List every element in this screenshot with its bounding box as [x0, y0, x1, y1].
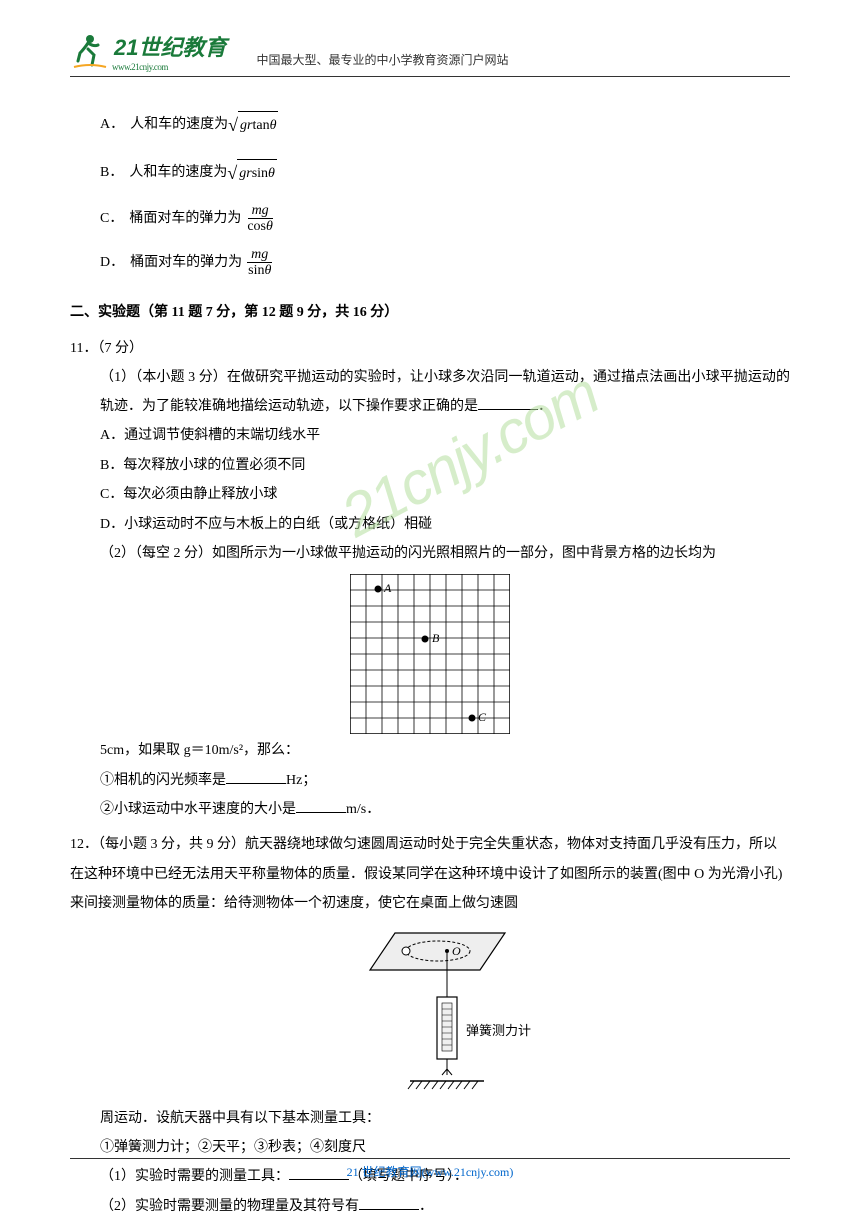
blank-input[interactable]	[226, 770, 286, 784]
formula-body: gr	[240, 118, 252, 133]
option-c-text: 桶面对车的弹力为	[129, 205, 241, 233]
fraction-den-trig: sin	[248, 263, 264, 278]
document-content: A． 人和车的速度为 √grtanθ B． 人和车的速度为 √grsinθ C．…	[70, 107, 790, 1221]
logo: 21世纪教育 www.21cnjy.com	[70, 30, 226, 72]
fraction-numerator: mg	[247, 247, 272, 263]
option-a-label: A．	[100, 111, 124, 139]
formula-body: gr	[239, 166, 251, 181]
q11-sub2-pre: ②小球运动中水平速度的大小是	[100, 802, 296, 817]
period: ．	[538, 399, 552, 414]
fraction-den-var: θ	[266, 219, 273, 234]
option-c: C． 桶面对车的弹力为 mg cosθ	[100, 203, 790, 235]
fraction-numerator: mg	[248, 203, 273, 219]
option-a-text: 人和车的速度为	[130, 111, 228, 139]
formula-sqrt: √grsinθ	[227, 155, 277, 191]
option-d-label: D．	[100, 249, 124, 277]
svg-text:A: A	[383, 581, 392, 595]
q12-p1-tail: 周运动．设航天器中具有以下基本测量工具：	[100, 1111, 380, 1126]
footer-url: (www.21cnjy.com)	[422, 1165, 514, 1179]
option-d: D． 桶面对车的弹力为 mg sinθ	[100, 247, 790, 279]
fraction-den-var: θ	[264, 263, 271, 278]
option-b-label: B．	[100, 159, 123, 187]
option-b-text: 人和车的速度为	[129, 159, 227, 187]
header-tagline: 中国最大型、最专业的中小学教育资源门户网站	[256, 51, 508, 68]
option-c-label: C．	[100, 205, 123, 233]
page-footer: 21 世纪教育网(www.21cnjy.com)	[70, 1158, 790, 1180]
q11-p2-text: （2）（每空 2 分）如图所示为一小球做平抛运动的闪光照相照片的一部分，图中背景…	[100, 546, 716, 561]
formula-var: θ	[270, 118, 277, 133]
logo-runner-icon	[70, 31, 110, 71]
period: ．	[419, 1199, 433, 1214]
option-b: B． 人和车的速度为 √grsinθ	[100, 155, 790, 191]
logo-text: 21世纪教育	[114, 30, 226, 62]
svg-text:弹簧测力计: 弹簧测力计	[466, 1023, 531, 1038]
page-header: 21世纪教育 www.21cnjy.com 中国最大型、最专业的中小学教育资源门…	[70, 30, 790, 77]
q11-opt-b: B．每次释放小球的位置必须不同	[100, 451, 790, 480]
formula-trig: tan	[252, 118, 269, 133]
q11-sub1-unit: Hz；	[286, 773, 316, 788]
question-11: 11．（7 分） （1）（本小题 3 分）在做研究平抛运动的实验时，让小球多次沿…	[70, 335, 790, 825]
formula-fraction: mg cosθ	[243, 203, 277, 235]
svg-text:O: O	[452, 944, 461, 958]
section-2-title: 二、实验题（第 11 题 7 分，第 12 题 9 分，共 16 分）	[70, 299, 790, 327]
q11-sub1-pre: ①相机的闪光频率是	[100, 773, 226, 788]
blank-input[interactable]	[359, 1196, 419, 1210]
q11-opt-a: A．通过调节使斜槽的末端切线水平	[100, 421, 790, 450]
q11-sub2-unit: m/s．	[346, 802, 380, 817]
logo-url: www.21cnjy.com	[112, 62, 226, 72]
formula-trig: sin	[252, 166, 268, 181]
fraction-den-trig: cos	[247, 219, 266, 234]
blank-input[interactable]	[478, 396, 538, 410]
formula-sqrt: √grtanθ	[228, 107, 278, 143]
option-d-text: 桶面对车的弹力为	[130, 249, 242, 277]
footer-brand: 21 世纪教育网	[347, 1165, 422, 1179]
option-a: A． 人和车的速度为 √grtanθ	[100, 107, 790, 143]
q11-opt-c: C．每次必须由静止释放小球	[100, 480, 790, 509]
q11-opt-d: D．小球运动时不应与木板上的白纸（或方格纸）相碰	[100, 510, 790, 539]
svg-text:C: C	[478, 710, 487, 724]
formula-fraction: mg sinθ	[244, 247, 275, 279]
q11-p2-tail: 5cm，如果取 g＝10m/s²，那么：	[100, 743, 299, 758]
blank-input[interactable]	[296, 799, 346, 813]
q11-p1-text: （1）（本小题 3 分）在做研究平抛运动的实验时，让小球多次沿同一轨道运动，通过…	[100, 370, 790, 414]
formula-var: θ	[268, 166, 275, 181]
device-figure: O 弹	[350, 925, 540, 1100]
grid-figure: A B C	[350, 574, 510, 734]
q12-number: 12．（每小题 3 分，共 9 分）	[70, 837, 245, 852]
svg-text:B: B	[432, 631, 440, 645]
q12-sub2-pre: （2）实验时需要测量的物理量及其符号有	[100, 1199, 359, 1214]
q11-number: 11．（7 分）	[70, 341, 143, 356]
